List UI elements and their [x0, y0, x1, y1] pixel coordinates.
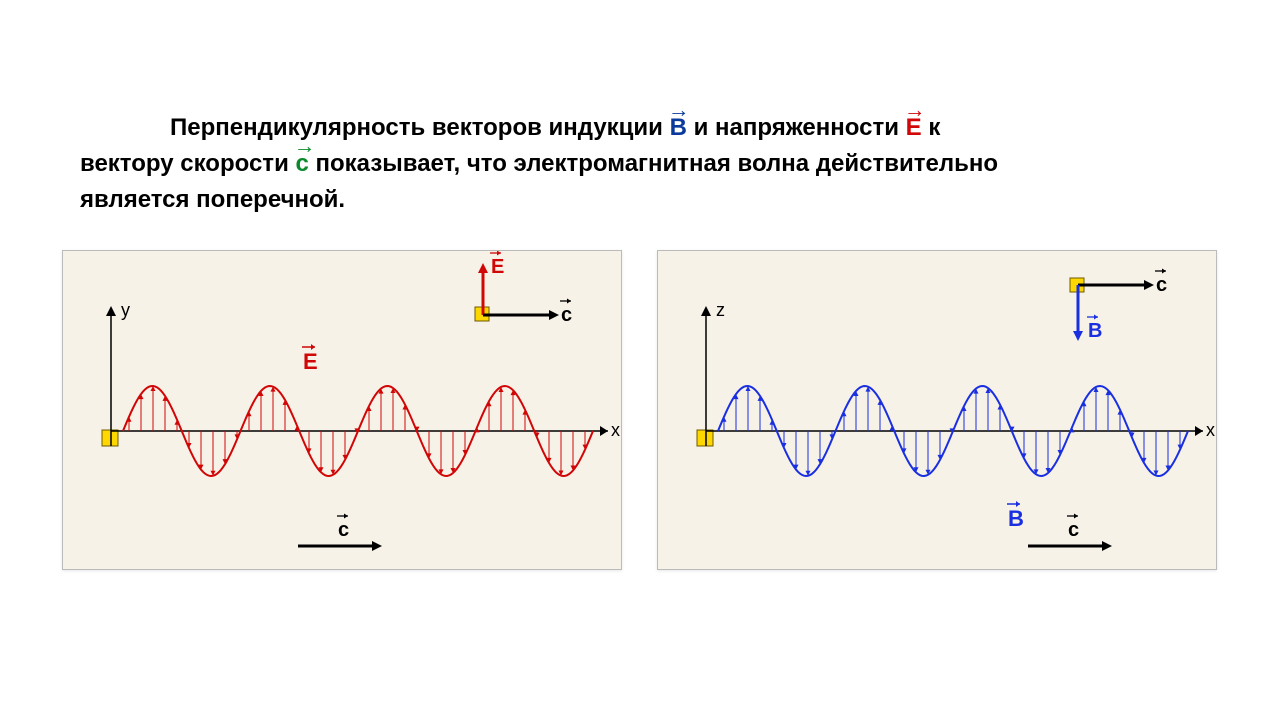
text-seg: показывает, что электромагнитная волна д…: [316, 150, 999, 177]
svg-text:B: B: [1008, 506, 1024, 531]
svg-text:x: x: [1206, 420, 1215, 440]
svg-text:y: y: [121, 300, 130, 320]
svg-text:E: E: [303, 349, 318, 374]
e-wave-svg: y x E Ec c: [63, 251, 623, 571]
text-seg: к: [928, 114, 940, 141]
svg-text:E: E: [491, 256, 504, 278]
vector-e-symbol: E: [906, 110, 922, 146]
diagram-panels: y x E Ec c z x Bc Bc: [62, 250, 1217, 570]
vector-b-symbol: B: [670, 110, 687, 146]
svg-text:z: z: [716, 300, 725, 320]
svg-text:c: c: [338, 519, 349, 541]
left-panel-e-wave: y x E Ec c: [62, 250, 622, 570]
svg-text:c: c: [1156, 274, 1167, 296]
right-panel-b-wave: z x Bc Bc: [657, 250, 1217, 570]
text-seg: является поперечной.: [80, 186, 345, 213]
description-paragraph: Перпендикулярность векторов индукции B и…: [80, 110, 1240, 218]
b-wave-svg: z x Bc Bc: [658, 251, 1218, 571]
svg-text:B: B: [1088, 320, 1102, 342]
svg-text:c: c: [561, 304, 572, 326]
text-seg: и напряженности: [694, 114, 906, 141]
vector-c-symbol: c: [295, 146, 308, 182]
text-seg: вектору скорости: [80, 150, 295, 177]
svg-text:c: c: [1068, 519, 1079, 541]
svg-text:x: x: [611, 420, 620, 440]
text-seg: Перпендикулярность векторов индукции: [170, 114, 670, 141]
